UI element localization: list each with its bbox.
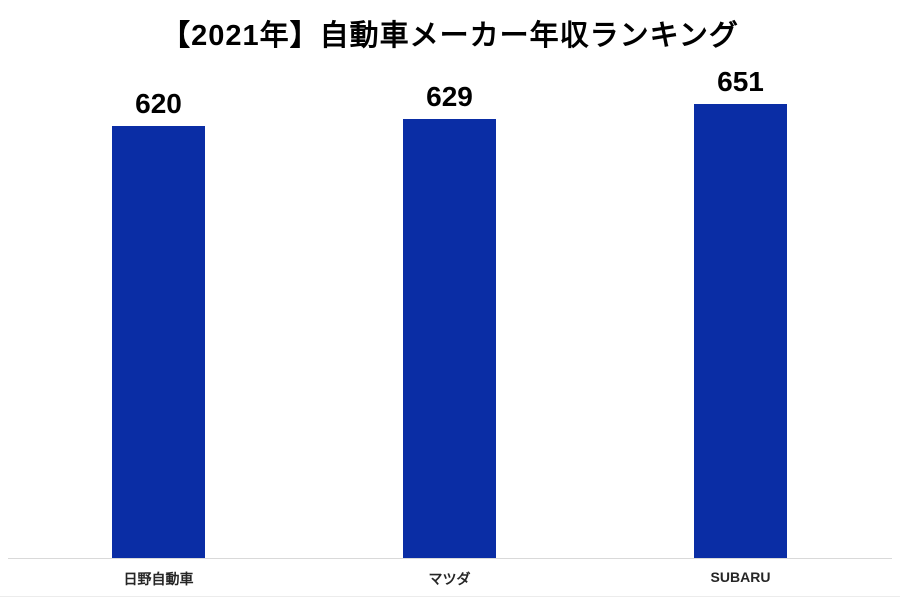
bar-slots: 620 629 651 [13, 0, 886, 558]
category-label-subaru: SUBARU [710, 569, 771, 585]
plot-area: 620 629 651 [8, 0, 892, 559]
data-label-mazda: 629 [426, 80, 473, 112]
x-axis-category-labels: 日野自動車 マツダ SUBARU [13, 560, 886, 598]
category-label-mazda: マツダ [428, 571, 471, 587]
data-label-subaru: 651 [717, 65, 764, 97]
chart-title: 【2021年】自動車メーカー年収ランキング [161, 20, 739, 52]
bar-group-subaru: 651 [595, 0, 886, 558]
data-label-hino: 620 [135, 87, 182, 119]
bar-mazda [403, 119, 496, 558]
bar-group-hino: 620 [13, 0, 304, 558]
bottom-border-line [0, 596, 900, 597]
category-label-hino: 日野自動車 [123, 571, 194, 587]
bar-group-mazda: 629 [304, 0, 595, 558]
bar-subaru [694, 104, 787, 558]
bar-hino [112, 126, 205, 558]
